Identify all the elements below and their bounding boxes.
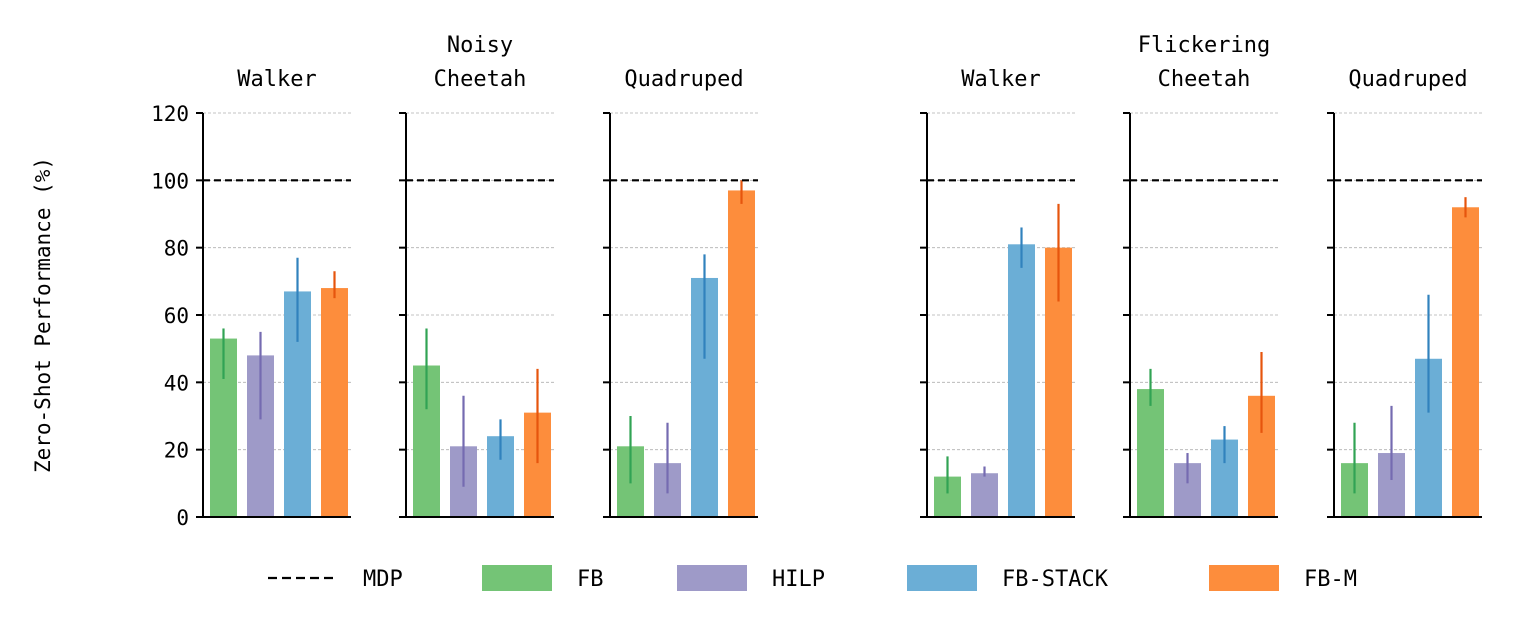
legend-item-mdp: MDP xyxy=(268,567,403,592)
panel-title: Walker xyxy=(961,67,1040,92)
panel-1-0: Walker xyxy=(920,67,1075,518)
panel-1-1: Cheetah xyxy=(1123,67,1278,518)
bar-fb xyxy=(1137,389,1164,517)
bar-fb-stack xyxy=(1008,244,1035,518)
y-tick-label: 120 xyxy=(151,102,189,126)
bar-fb-m xyxy=(321,288,348,517)
legend-label: HILP xyxy=(772,567,825,592)
y-tick-label: 40 xyxy=(164,371,189,395)
panel-0-2: Quadruped xyxy=(603,67,758,518)
bar-fb-m xyxy=(728,190,755,517)
panel-1-2: Quadruped xyxy=(1327,67,1482,518)
y-axis-label: Zero-Shot Performance (%) xyxy=(31,157,55,473)
group-title: Flickering xyxy=(1138,33,1270,58)
panel-title: Quadruped xyxy=(1348,67,1467,92)
y-tick-label: 80 xyxy=(164,237,189,261)
legend-item-fb-m: FB-M xyxy=(1209,565,1357,592)
legend-swatch xyxy=(907,565,977,591)
panel-0-1: Cheetah xyxy=(399,67,554,518)
y-tick-label: 20 xyxy=(164,439,189,463)
y-tick-label: 60 xyxy=(164,304,189,328)
panel-title: Walker xyxy=(237,67,316,92)
legend-item-hilp: HILP xyxy=(677,565,825,592)
legend-item-fb-stack: FB-STACK xyxy=(907,565,1109,592)
group-title: Noisy xyxy=(447,33,513,58)
bar-hilp xyxy=(971,473,998,517)
legend-label: FB xyxy=(577,567,604,592)
panels-layer: 0 20 40 60 80 100 120 Walker Cheetah Quadruped Noi… xyxy=(151,33,1482,530)
panel-0-0: 0 20 40 60 80 100 120 Walker xyxy=(151,67,351,530)
legend-label: FB-M xyxy=(1304,567,1357,592)
legend-label: FB-STACK xyxy=(1002,567,1109,592)
legend-swatch xyxy=(482,565,552,591)
legend-swatch xyxy=(1209,565,1279,591)
y-tick-label: 0 xyxy=(176,506,189,530)
panel-title: Quadruped xyxy=(624,67,743,92)
legend-swatch xyxy=(677,565,747,591)
group-1: Walker Cheetah Quadruped Flickering xyxy=(920,33,1482,518)
legend: MDP FB HILP FB-STACK FB-M xyxy=(268,565,1357,592)
legend-label: MDP xyxy=(363,567,403,592)
y-axis-label-layer: Zero-Shot Performance (%) xyxy=(31,157,55,473)
bar-fb-m xyxy=(1452,207,1479,517)
panel-title: Cheetah xyxy=(434,67,527,92)
group-0: 0 20 40 60 80 100 120 Walker Cheetah Quadruped Noi… xyxy=(151,33,758,530)
y-tick-label: 100 xyxy=(151,169,189,193)
panel-title: Cheetah xyxy=(1158,67,1251,92)
legend-item-fb: FB xyxy=(482,565,604,592)
